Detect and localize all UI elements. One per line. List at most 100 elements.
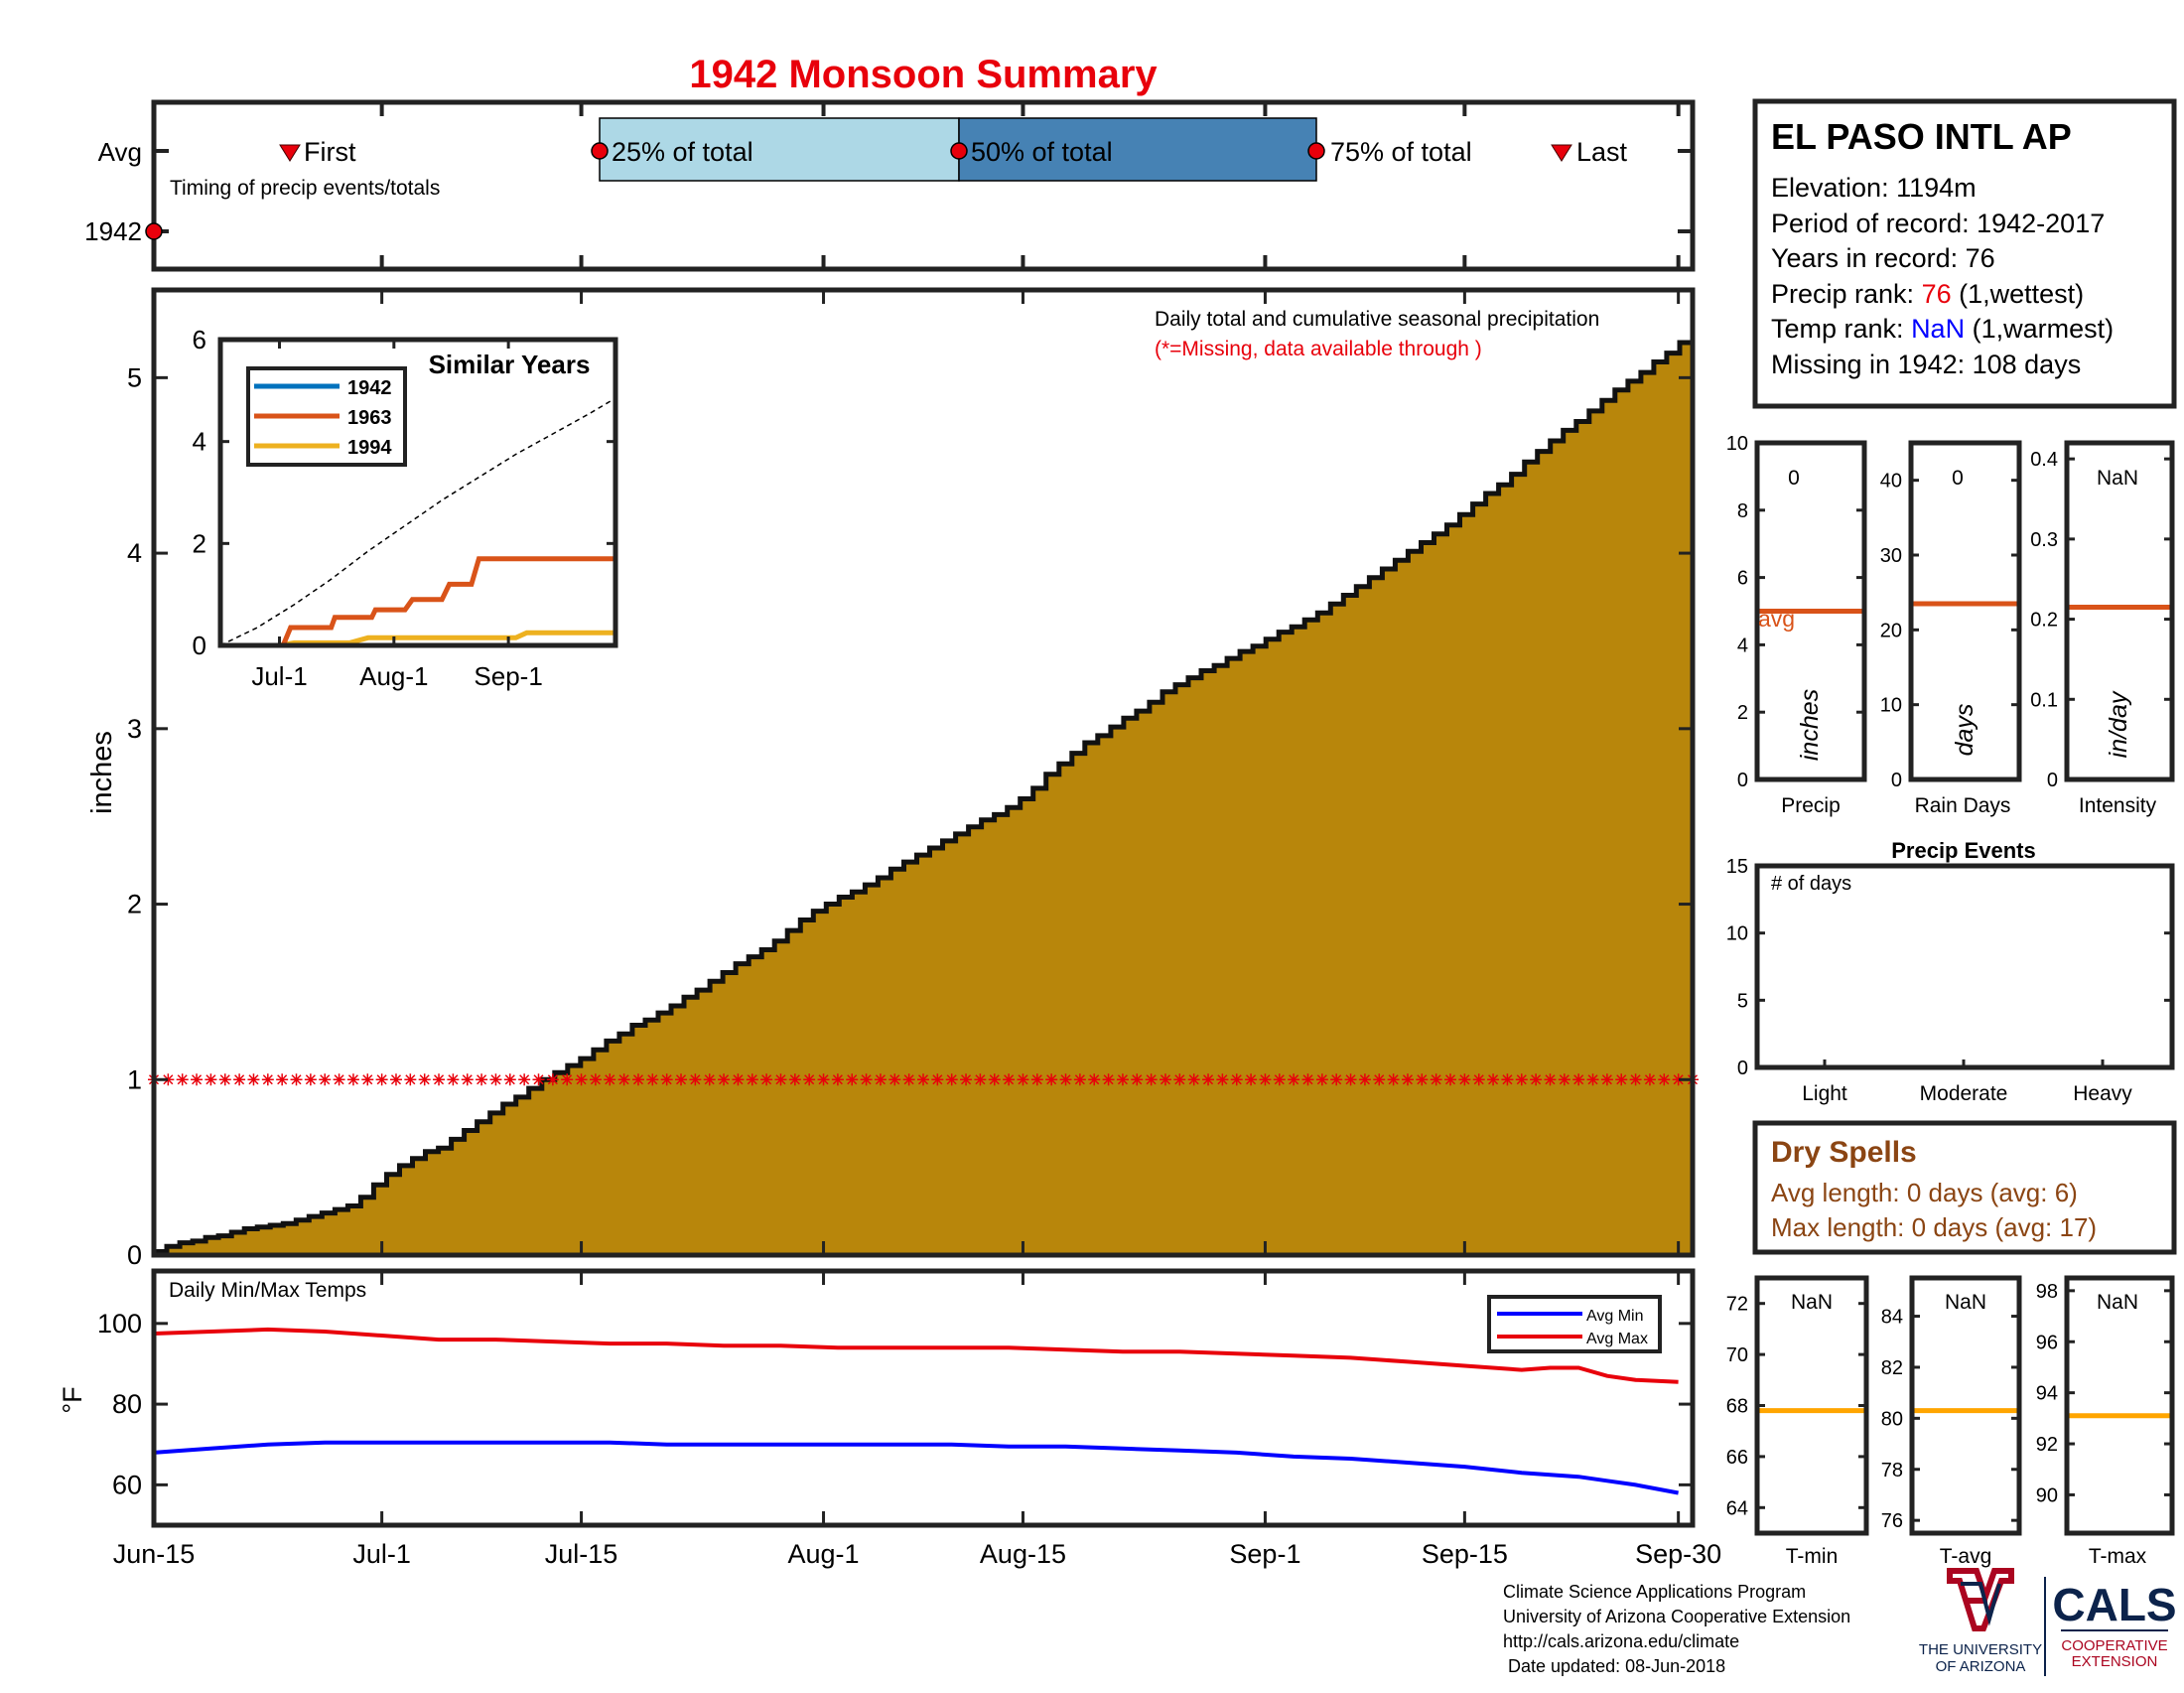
missing-marker [675,1073,688,1086]
rain-days-label: Rain Days [1915,794,2011,817]
missing-marker [1187,1073,1200,1086]
temps-y-tick-label: 80 [112,1389,142,1419]
timing-row-avg: Avg [98,137,142,167]
t-max-value: NaN [2097,1291,2138,1314]
timing-q50-band [958,117,1317,182]
x-tick-label: Sep-30 [1635,1539,1721,1569]
timing-last-label: Last [1576,137,1628,167]
station-name: EL PASO INTL AP [1771,116,2072,157]
missing-data-markers [148,1073,1699,1086]
missing-marker [1088,1073,1101,1086]
similar-y-tick-label: 2 [193,528,206,558]
missing-marker [546,1073,559,1086]
missing-marker [247,1073,260,1086]
missing-marker [617,1073,630,1086]
missing-marker [1658,1073,1671,1086]
rain-days-y-tick-label: 40 [1880,471,1902,493]
missing-marker [1202,1073,1215,1086]
missing-marker [1487,1073,1500,1086]
main-y-tick-label: 3 [127,714,142,744]
similar-years-1963-line [220,556,615,648]
missing-marker [433,1073,446,1086]
intensity-y-tick-label: 0 [2047,770,2058,791]
q50-marker-icon [950,142,968,160]
missing-marker [631,1073,644,1086]
ua-a-logo-icon [1947,1568,2014,1631]
timing-panel: Avg 1942 Timing of precip events/totals … [84,99,1696,272]
main-y-tick-label: 1 [127,1064,142,1094]
main-y-label: inches [86,731,118,814]
rain-days-y-tick-label: 0 [1891,770,1902,791]
missing-marker [604,1073,616,1086]
main-precip-chart: 0 1 2 3 4 5 inches Daily total and cumulative… [86,287,1699,1270]
main-frame [151,287,1696,1258]
missing-marker [290,1073,303,1086]
intensity-label: Intensity [2079,794,2157,817]
missing-marker [974,1073,987,1086]
missing-marker [1544,1073,1557,1086]
dry-spells-max: Max length: 0 days (avg: 17) [1771,1212,2097,1242]
missing-marker [1288,1073,1300,1086]
missing-marker [888,1073,901,1086]
missing-marker [575,1073,588,1086]
missing-marker [931,1073,944,1086]
intensity-panel: 0 0.1 0.2 0.3 0.4 NaN in/day Intensity [2030,440,2175,817]
shared-x-labels: Jun-15 Jul-1 Jul-15 Aug-1 Aug-15 Sep-1 Sep-15 S… [113,290,1721,1569]
x-tick-label: Jun-15 [113,1539,196,1569]
missing-marker [1387,1073,1400,1086]
avg-max-temp-line [153,1327,1679,1384]
missing-marker [418,1073,431,1086]
intensity-y-tick-label: 0.2 [2030,610,2058,632]
missing-marker [760,1073,773,1086]
footer-line-1: Climate Science Applications Program [1503,1582,1806,1602]
events-cat-moderate: Moderate [1920,1082,2008,1105]
temps-legend [1487,1295,1662,1353]
x-tick-label: Jul-15 [545,1539,618,1569]
temps-y-ticks: 60 80 100 [97,1309,1693,1499]
missing-marker [1102,1073,1115,1086]
ua-logo: THE UNIVERSITY OF ARIZONA CALS COOPERATI… [1919,1568,2177,1676]
missing-marker [902,1073,915,1086]
intensity-y-tick-label: 0.4 [2030,449,2058,471]
footer-credits: Climate Science Applications Program Uni… [1503,1582,1850,1676]
missing-marker [1430,1073,1442,1086]
missing-marker [1145,1073,1158,1086]
precip-y-tick-label: 8 [1737,500,1748,522]
x-tick-label: Sep-15 [1422,1539,1508,1569]
t-avg-y-tick-label: 84 [1881,1307,1903,1329]
station-info-box: EL PASO INTL AP Elevation: 1194m Period … [1752,98,2177,409]
missing-marker [361,1073,374,1086]
t-min-y-tick-label: 68 [1726,1396,1748,1418]
t-max-y-tick-label: 96 [2036,1332,2058,1353]
missing-marker [1586,1073,1599,1086]
similar-x-tick-label: Jul-1 [251,661,307,691]
missing-marker [1330,1073,1343,1086]
missing-marker [988,1073,1001,1086]
precip-y-tick-label: 6 [1737,568,1748,590]
missing-marker [304,1073,317,1086]
missing-marker [561,1073,574,1086]
missing-marker [1116,1073,1129,1086]
missing-marker [945,1073,958,1086]
timing-x-ticks [152,102,1681,269]
missing-marker [319,1073,332,1086]
t-min-y-ticks: 64 66 68 70 72 [1726,1294,1866,1519]
missing-marker [476,1073,488,1086]
footer-line-3: http://cals.arizona.edu/climate [1503,1631,1739,1651]
missing-marker [404,1073,417,1086]
missing-marker [218,1073,231,1086]
missing-marker [1059,1073,1072,1086]
missing-marker [518,1073,531,1086]
similar-y-tick-label: 6 [193,325,206,354]
footer-line-2: University of Arizona Cooperative Extens… [1503,1607,1850,1626]
missing-marker [176,1073,189,1086]
station-temp-rank: Temp rank: NaN (1,warmest) [1771,314,2114,344]
legend-1963: 1963 [347,407,392,429]
missing-marker [846,1073,859,1086]
t-avg-y-tick-label: 76 [1881,1510,1903,1532]
main-y-tick-label: 5 [127,362,142,392]
station-period: Period of record: 1942-2017 [1771,209,2105,238]
missing-marker [1259,1073,1272,1086]
missing-marker [1558,1073,1570,1086]
main-y-tick-label: 2 [127,890,142,919]
